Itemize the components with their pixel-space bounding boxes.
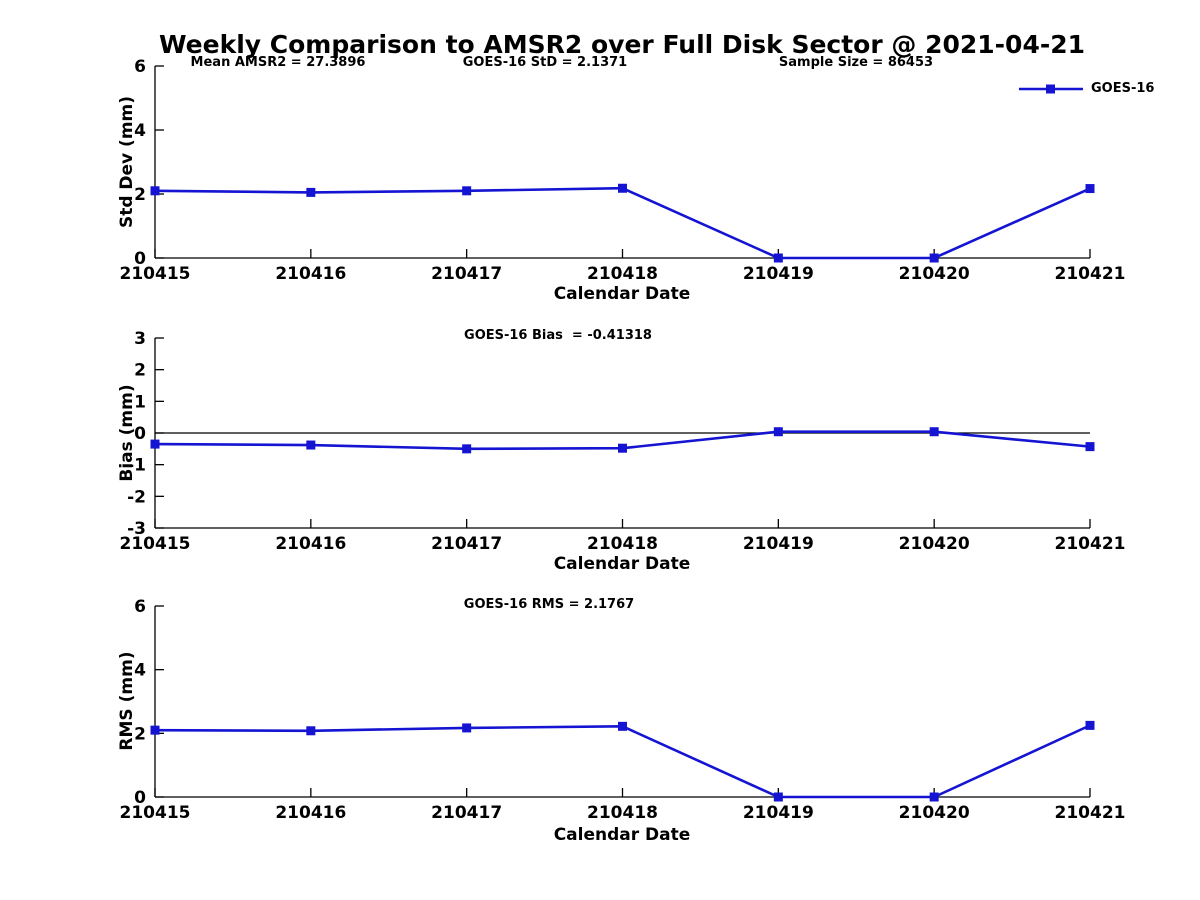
x-tick-label: 210415	[120, 803, 191, 823]
data-point-marker	[306, 187, 316, 197]
data-point-marker	[150, 725, 160, 735]
x-tick-label: 210420	[899, 264, 970, 284]
figure-title: Weekly Comparison to AMSR2 over Full Dis…	[158, 30, 1086, 59]
x-tick-label: 210415	[120, 264, 191, 284]
y-tick-label: 0	[134, 788, 146, 808]
x-tick-label: 210417	[431, 264, 502, 284]
data-point-marker	[618, 721, 627, 731]
y-tick-label: -1	[127, 456, 146, 476]
data-point-marker	[618, 443, 627, 453]
x-tick-label: 210418	[587, 534, 658, 554]
y-tick-label: 0	[134, 249, 146, 269]
subplot-rms: 0 2 4 6 210415 210416 210417 210418 210419 210420…	[120, 597, 1126, 823]
legend: GOES-16	[1018, 81, 1154, 96]
x-tick-label: 210417	[431, 534, 502, 554]
x-tick-label: 210416	[275, 534, 346, 554]
data-point-marker	[150, 439, 160, 449]
data-point-marker	[150, 186, 160, 196]
x-tick-label: 210421	[1055, 534, 1126, 554]
annotation-sample-size: Sample Size = 86453	[778, 55, 934, 70]
data-point-marker	[1085, 720, 1095, 730]
data-point-marker	[462, 444, 472, 454]
x-tick-label: 210419	[743, 264, 814, 284]
data-point-marker	[462, 186, 472, 196]
data-point-marker	[306, 726, 316, 736]
annotation-goes16-rms: GOES-16 RMS = 2.1767	[463, 597, 635, 612]
x-tick-label: 210419	[743, 803, 814, 823]
x-tick-label: 210420	[899, 803, 970, 823]
legend-line-marker-icon	[1019, 84, 1083, 93]
data-point-marker	[462, 723, 472, 733]
data-point-marker	[773, 427, 783, 437]
y-tick-label: -2	[127, 487, 146, 507]
x-tick-label: 210416	[275, 803, 346, 823]
x-tick-label: 210416	[275, 264, 346, 284]
legend-label: GOES-16	[1091, 81, 1155, 96]
y-tick-label: 2	[134, 185, 146, 205]
subplot-std-dev: 0 2 4 6 210415 210416 210417 210418 210419 210420…	[120, 57, 1126, 284]
data-point-marker	[929, 792, 939, 802]
y-tick-label: -3	[127, 519, 146, 539]
series-line-goes-16	[154, 186, 1091, 260]
x-tick-label: 210420	[899, 534, 970, 554]
x-tick-label: 210417	[431, 803, 502, 823]
data-point-marker	[773, 253, 783, 263]
x-tick-label: 210418	[587, 803, 658, 823]
xlabel-calendar-date-2: Calendar Date	[553, 554, 691, 574]
data-point-marker	[1085, 442, 1095, 452]
y-tick-label: 0	[134, 424, 146, 444]
data-point-marker	[1085, 184, 1095, 194]
y-tick-label: 6	[134, 597, 146, 617]
y-tick-label: 6	[134, 57, 146, 77]
x-tick-label: 210421	[1055, 264, 1126, 284]
xlabel-calendar-date-1: Calendar Date	[553, 284, 691, 304]
annotation-goes16-std: GOES-16 StD = 2.1371	[462, 55, 628, 70]
x-tick-label: 210419	[743, 534, 814, 554]
xlabel-calendar-date-3: Calendar Date	[553, 825, 691, 845]
data-point-marker	[306, 440, 316, 450]
annotation-mean-amsr2: Mean AMSR2 = 27.3896	[190, 55, 366, 70]
subplot-bias: -3 -2 -1 0 1 2 3 210415 210416 210417 210418 210419…	[120, 329, 1126, 554]
y-tick-label: 2	[134, 724, 146, 744]
y-tick-label: 1	[134, 392, 146, 412]
series-line-goes-16	[154, 724, 1091, 799]
data-point-marker	[929, 253, 939, 263]
annotation-goes16-bias: GOES-16 Bias = -0.41318	[464, 328, 652, 343]
x-tick-label: 210418	[587, 264, 658, 284]
y-tick-label: 4	[134, 121, 146, 141]
data-point-marker	[618, 183, 627, 193]
y-tick-label: 2	[134, 361, 146, 381]
y-tick-label: 3	[134, 329, 146, 349]
x-tick-label: 210415	[120, 534, 191, 554]
data-point-marker	[929, 427, 939, 437]
x-tick-label: 210421	[1055, 803, 1126, 823]
y-tick-label: 4	[134, 661, 146, 681]
data-point-marker	[773, 792, 783, 802]
